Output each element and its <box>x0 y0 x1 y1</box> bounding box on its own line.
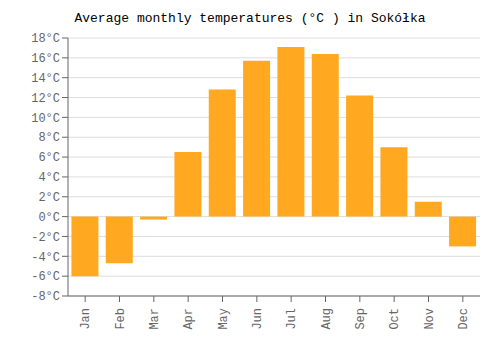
svg-text:Jul: Jul <box>285 308 299 330</box>
svg-text:16°C: 16°C <box>31 52 60 66</box>
svg-text:Aug: Aug <box>320 308 334 330</box>
svg-text:10°C: 10°C <box>31 112 60 126</box>
svg-text:Nov: Nov <box>423 308 437 330</box>
svg-text:Dec: Dec <box>457 308 471 330</box>
svg-text:-4°C: -4°C <box>31 251 60 265</box>
svg-text:2°C: 2°C <box>38 191 60 205</box>
svg-text:-2°C: -2°C <box>31 231 60 245</box>
svg-text:4°C: 4°C <box>38 171 60 185</box>
svg-text:0°C: 0°C <box>38 211 60 225</box>
svg-text:8°C: 8°C <box>38 131 60 145</box>
svg-text:Sep: Sep <box>354 308 368 330</box>
svg-text:Oct: Oct <box>388 308 402 330</box>
html-text:Average monthly temperatures (: Average monthly temperatures (°C ) in So… <box>74 11 426 26</box>
svg-text:6°C: 6°C <box>38 151 60 165</box>
svg-text:-8°C: -8°C <box>31 290 60 304</box>
svg-text:14°C: 14°C <box>31 72 60 86</box>
svg-text:May: May <box>217 308 231 330</box>
svg-text:-6°C: -6°C <box>31 270 60 284</box>
svg-text:Feb: Feb <box>114 308 128 330</box>
svg-text:Jun: Jun <box>251 308 265 330</box>
svg-text:Jan: Jan <box>79 308 93 330</box>
svg-text:18°C: 18°C <box>31 32 60 46</box>
svg-text:12°C: 12°C <box>31 92 60 106</box>
svg-text:Apr: Apr <box>182 308 196 330</box>
svg-text:Mar: Mar <box>148 308 162 330</box>
